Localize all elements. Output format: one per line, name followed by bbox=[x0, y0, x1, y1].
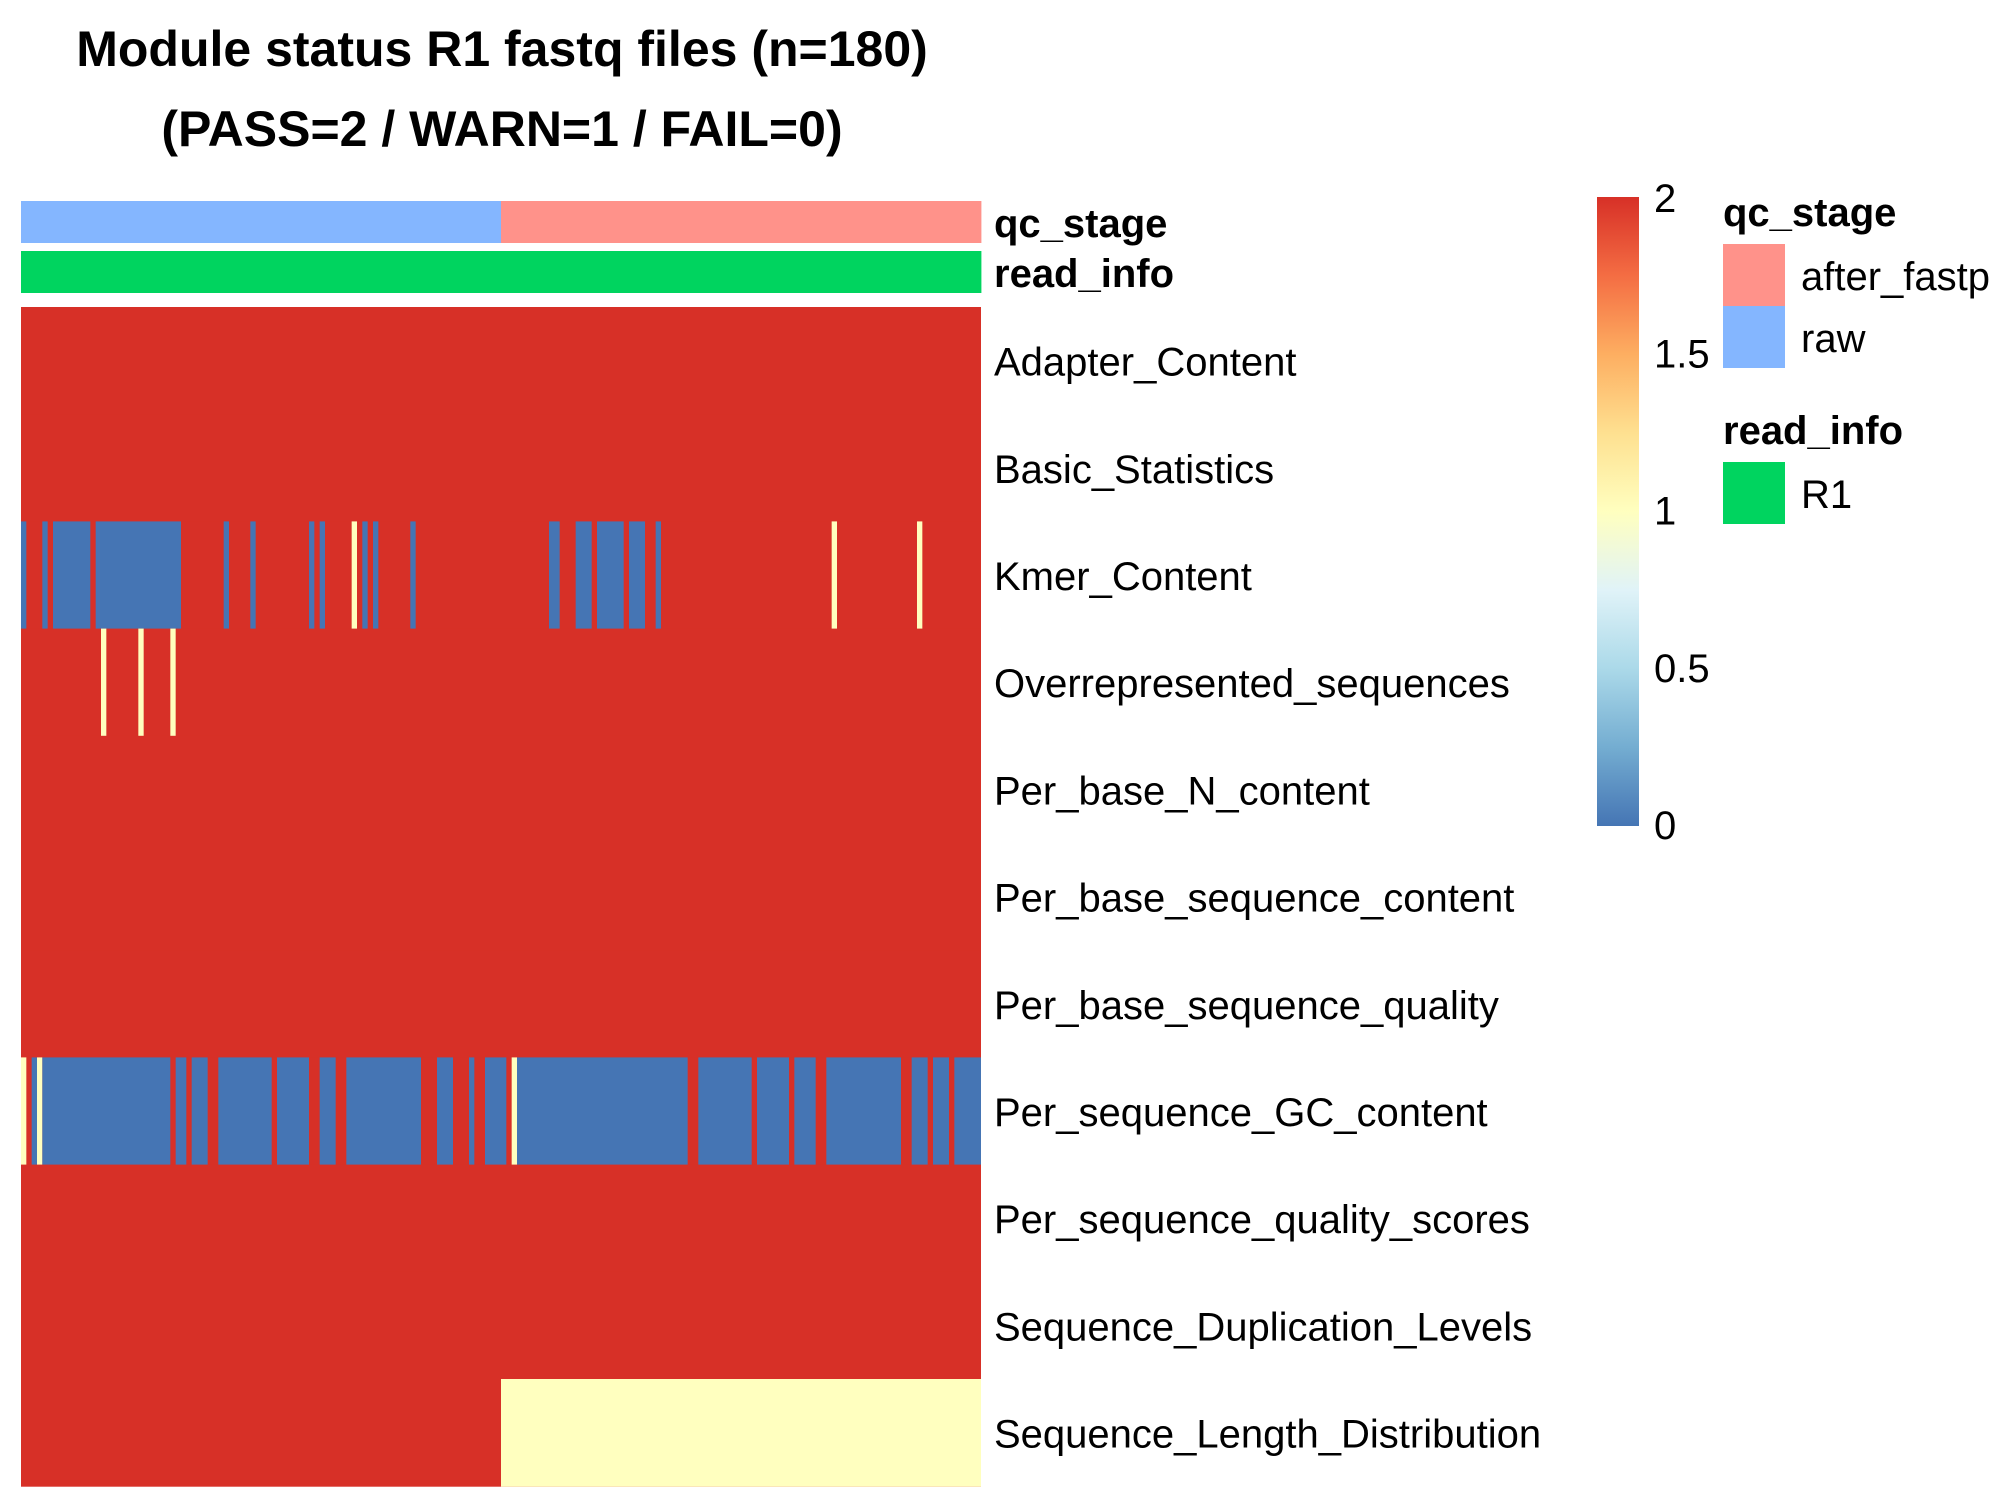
heatmap-cell-per-sequence-gc-content bbox=[954, 1057, 981, 1166]
heatmap-cell-kmer-content bbox=[410, 521, 416, 630]
heatmap-cell-overrepresented-sequences bbox=[138, 628, 144, 737]
heatmap-cell-kmer-content bbox=[319, 521, 325, 630]
annotation-label-read-info: read_info bbox=[994, 252, 1174, 296]
heatmap-cell-per-sequence-gc-content bbox=[42, 1057, 171, 1166]
legend-title-read-info: read_info bbox=[1723, 409, 1903, 453]
heatmap-cell-per-sequence-gc-content bbox=[517, 1057, 688, 1166]
heatmap-cell-kmer-content bbox=[309, 521, 315, 630]
heatmap-cell-per-sequence-gc-content bbox=[437, 1057, 453, 1166]
heatmap-cell-per-sequence-gc-content bbox=[277, 1057, 309, 1166]
heatmap-cell-overrepresented-sequences bbox=[101, 628, 107, 737]
heatmap-cell-kmer-content bbox=[655, 521, 661, 630]
row-label-per-sequence-quality-scores: Per_sequence_quality_scores bbox=[994, 1198, 1530, 1242]
heatmap-cell-per-sequence-gc-content bbox=[346, 1057, 421, 1166]
heatmap-cell-per-sequence-gc-content bbox=[31, 1057, 37, 1166]
colorbar-tick-label: 0.5 bbox=[1654, 647, 1710, 691]
row-label-per-base-sequence-content: Per_base_sequence_content bbox=[994, 877, 1514, 921]
legend-label-r1: R1 bbox=[1801, 473, 1852, 517]
colorbar-tick-label: 2 bbox=[1654, 177, 1676, 221]
heatmap-row-sequence-duplication-levels bbox=[21, 1271, 981, 1380]
heatmap-row-basic-statistics bbox=[21, 414, 981, 522]
heatmap-cell-per-sequence-gc-content bbox=[319, 1057, 336, 1166]
heatmap-cell-kmer-content bbox=[53, 521, 91, 630]
heatmap-row-overrepresented-sequences bbox=[21, 628, 981, 737]
legend-swatch-after-fastp bbox=[1723, 244, 1785, 306]
heatmap-row-per-sequence-quality-scores bbox=[21, 1164, 981, 1273]
chart-subtitle: (PASS=2 / WARN=1 / FAIL=0) bbox=[161, 101, 842, 157]
row-label-adapter-content: Adapter_Content bbox=[994, 341, 1296, 385]
heatmap-cell-per-sequence-gc-content bbox=[911, 1057, 928, 1166]
row-label-per-sequence-gc-content: Per_sequence_GC_content bbox=[994, 1091, 1488, 1135]
heatmap-cell-per-sequence-gc-content bbox=[826, 1057, 901, 1166]
heatmap-cell-per-sequence-gc-content bbox=[511, 1057, 517, 1166]
heatmap-cell-kmer-content bbox=[373, 521, 379, 630]
row-label-overrepresented-sequences: Overrepresented_sequences bbox=[994, 662, 1510, 706]
heatmap-row-per-base-sequence-content bbox=[21, 843, 981, 951]
colorbar-tick-label: 0 bbox=[1654, 804, 1676, 848]
heatmap-cell-per-sequence-gc-content bbox=[794, 1057, 816, 1166]
legend-title-qc-stage: qc_stage bbox=[1723, 191, 1896, 235]
row-label-sequence-length-distribution: Sequence_Length_Distribution bbox=[994, 1413, 1541, 1457]
heatmap-cell-kmer-content bbox=[42, 521, 48, 630]
heatmap-cell-kmer-content bbox=[21, 521, 27, 630]
heatmap-cell-per-sequence-gc-content bbox=[757, 1057, 789, 1166]
annotation-read-info-r1 bbox=[21, 251, 982, 293]
row-label-basic-statistics: Basic_Statistics bbox=[994, 448, 1274, 492]
heatmap-cell-kmer-content bbox=[223, 521, 229, 630]
annotation-label-qc-stage: qc_stage bbox=[994, 202, 1167, 246]
colorbar-gradient bbox=[1597, 197, 1639, 826]
colorbar-tick-label: 1.5 bbox=[1654, 332, 1710, 376]
annotation-qc-stage-after-fastp bbox=[501, 201, 982, 243]
legend-label-after-fastp: after_fastp bbox=[1801, 255, 1990, 299]
row-label-per-base-sequence-quality: Per_base_sequence_quality bbox=[994, 984, 1499, 1028]
heatmap-row-adapter-content bbox=[21, 307, 981, 415]
row-label-sequence-duplication-levels: Sequence_Duplication_Levels bbox=[994, 1305, 1532, 1349]
chart-title: Module status R1 fastq files (n=180) bbox=[76, 21, 928, 77]
heatmap-cell-per-sequence-gc-content bbox=[37, 1057, 43, 1166]
heatmap-cell-per-sequence-gc-content bbox=[218, 1057, 272, 1166]
heatmap-cell-per-sequence-gc-content bbox=[175, 1057, 187, 1166]
heatmap-cell-kmer-content bbox=[351, 521, 357, 630]
heatmap-cell-per-sequence-gc-content bbox=[698, 1057, 752, 1166]
heatmap-cell-kmer-content bbox=[831, 521, 837, 630]
heatmap-row-per-base-sequence-quality bbox=[21, 950, 981, 1058]
heatmap-cell-kmer-content bbox=[250, 521, 256, 630]
legend-swatch-r1 bbox=[1723, 462, 1785, 524]
heatmap-cell-per-sequence-gc-content bbox=[21, 1057, 27, 1166]
heatmap-cell-kmer-content bbox=[575, 521, 592, 630]
heatmap-body bbox=[21, 307, 981, 1487]
heatmap-cell-kmer-content bbox=[549, 521, 560, 630]
colorbar-tick-label: 1 bbox=[1654, 490, 1676, 534]
heatmap-cell-per-sequence-gc-content bbox=[191, 1057, 208, 1166]
row-labels: qc_stage read_info Adapter_Content Basic_St… bbox=[994, 202, 1541, 1457]
row-label-kmer-content: Kmer_Content bbox=[994, 555, 1252, 599]
heatmap-cell-kmer-content bbox=[597, 521, 624, 630]
annotation-qc-stage-raw bbox=[21, 201, 502, 243]
heatmap-cell-kmer-content bbox=[362, 521, 368, 630]
heatmap-cell-kmer-content bbox=[917, 521, 923, 630]
heatmap-cell-overrepresented-sequences bbox=[170, 628, 176, 737]
heatmap-cell-per-sequence-gc-content bbox=[933, 1057, 949, 1166]
heatmap-cell-per-sequence-gc-content bbox=[469, 1057, 475, 1166]
legend-label-raw: raw bbox=[1801, 317, 1866, 361]
heatmap-cell-kmer-content bbox=[95, 521, 181, 630]
heatmap-cell-per-sequence-gc-content bbox=[485, 1057, 507, 1166]
heatmap-cell-kmer-content bbox=[629, 521, 645, 630]
annotation-bars bbox=[21, 201, 982, 293]
heatmap-cell-sequence-length-distribution bbox=[501, 1379, 981, 1487]
heatmap-row-per-base-n-content bbox=[21, 735, 981, 844]
colorbar: 2 1.5 1 0.5 0 bbox=[1597, 177, 1710, 848]
legend-swatch-raw bbox=[1723, 306, 1785, 368]
row-label-per-base-n-content: Per_base_N_content bbox=[994, 769, 1370, 813]
